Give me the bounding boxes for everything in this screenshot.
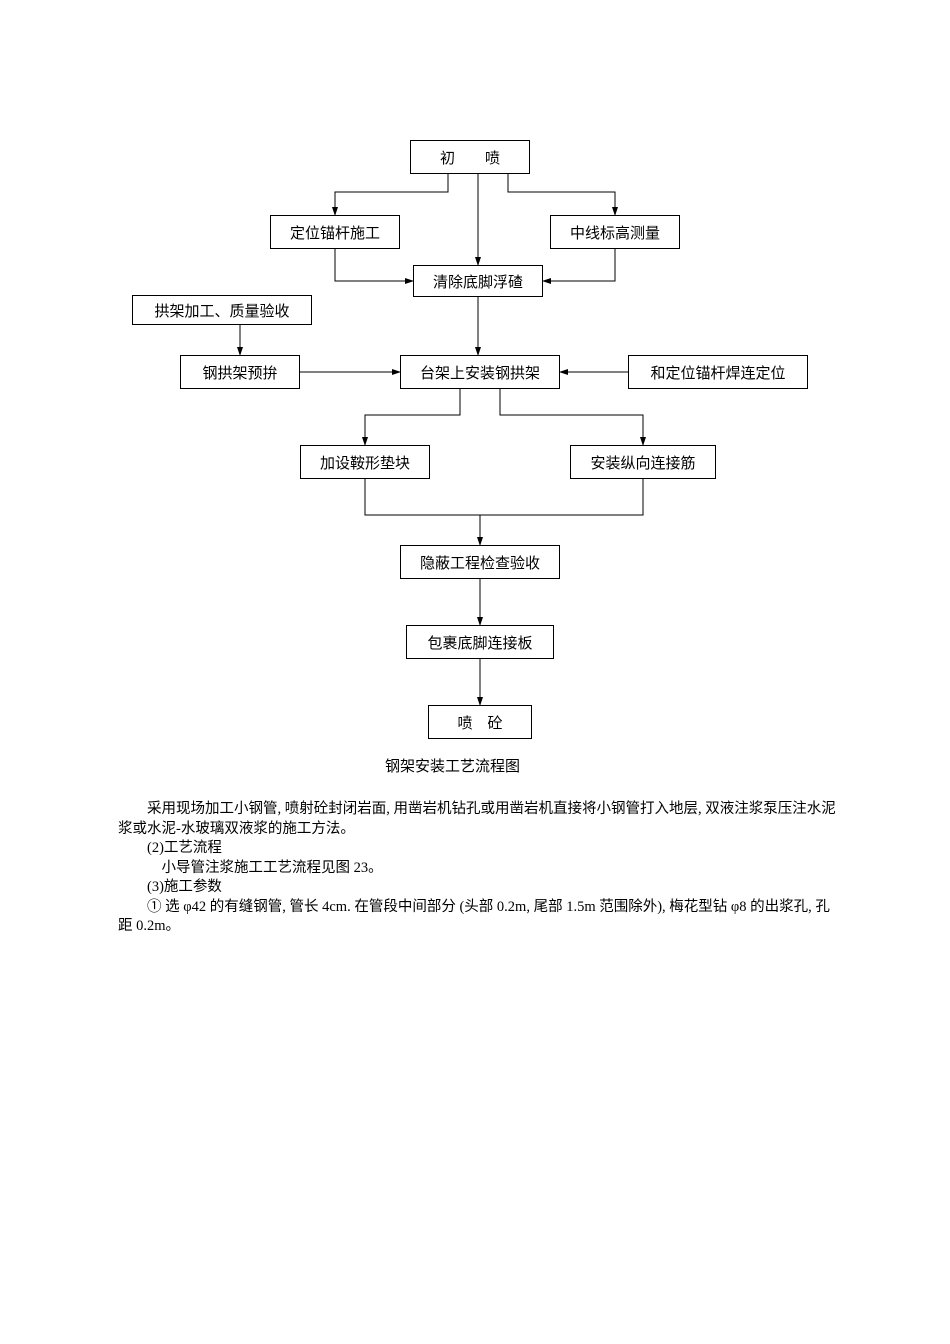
node-zongxiang-lianjiejin: 安装纵向连接筋 bbox=[570, 445, 716, 479]
node-anxing-diankuai: 加设鞍形垫块 bbox=[300, 445, 430, 479]
node-dingwei-hanlian: 和定位锚杆焊连定位 bbox=[628, 355, 808, 389]
node-yinbi-jiancha: 隐蔽工程检查验收 bbox=[400, 545, 560, 579]
node-gongjia-jiagong: 拱架加工、质量验收 bbox=[132, 295, 312, 325]
node-taijia-anzhuang: 台架上安装钢拱架 bbox=[400, 355, 560, 389]
diagram-caption: 钢架安装工艺流程图 bbox=[385, 755, 520, 776]
flowchart-diagram: 初 喷 定位锚杆施工 中线标高测量 清除底脚浮碴 拱架加工、质量验收 钢拱架预拚… bbox=[0, 130, 950, 770]
node-chupen: 初 喷 bbox=[410, 140, 530, 174]
paragraph-1: 采用现场加工小钢管, 喷射砼封闭岩面, 用凿岩机钻孔或用凿岩机直接将小钢管打入地… bbox=[118, 800, 838, 839]
paragraph-5: ① 选 φ42 的有缝钢管, 管长 4cm. 在管段中间部分 (头部 0.2m,… bbox=[118, 898, 838, 937]
node-zhongxian-biaogao: 中线标高测量 bbox=[550, 215, 680, 249]
node-pentong: 喷 砼 bbox=[428, 705, 532, 739]
node-ganggongjia-yupin: 钢拱架预拚 bbox=[180, 355, 300, 389]
paragraph-2: (2)工艺流程 bbox=[118, 839, 838, 859]
node-qingchu-dijiao: 清除底脚浮碴 bbox=[413, 265, 543, 297]
body-text: 采用现场加工小钢管, 喷射砼封闭岩面, 用凿岩机钻孔或用凿岩机直接将小钢管打入地… bbox=[118, 800, 838, 937]
node-dingwei-maogan: 定位锚杆施工 bbox=[270, 215, 400, 249]
paragraph-4: (3)施工参数 bbox=[118, 878, 838, 898]
flowchart-arrows bbox=[0, 130, 950, 770]
node-baoguo-dijiao: 包裹底脚连接板 bbox=[406, 625, 554, 659]
paragraph-3: 小导管注浆施工工艺流程见图 23。 bbox=[118, 859, 838, 879]
